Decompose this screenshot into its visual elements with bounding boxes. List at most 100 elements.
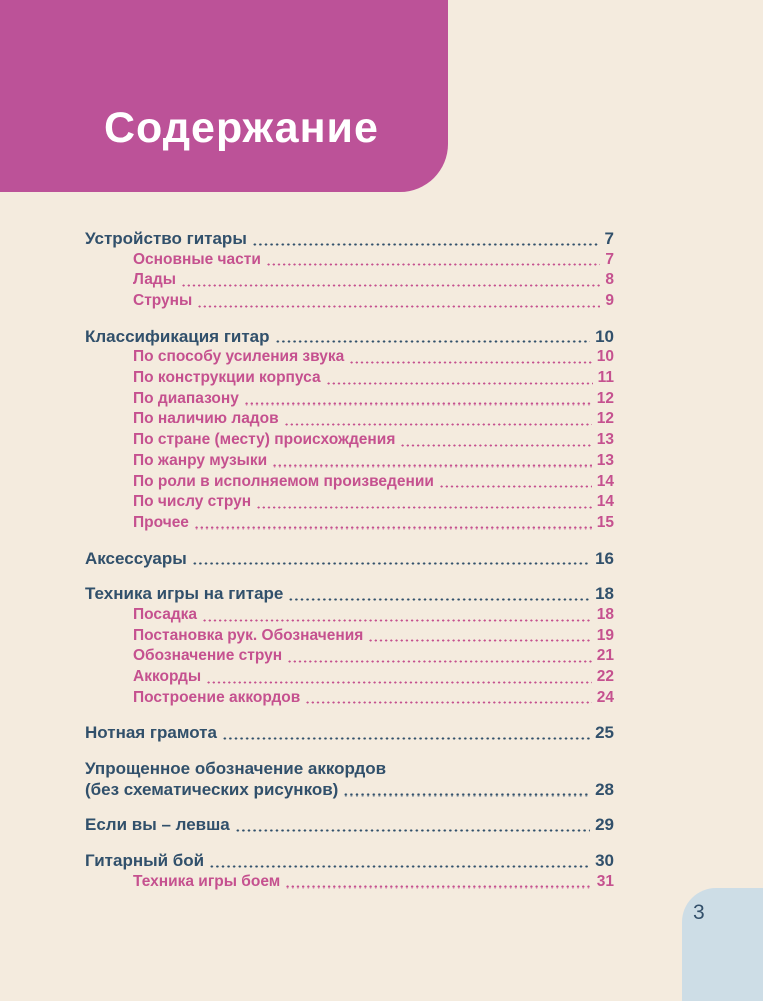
toc-item: По диапазону 12: [85, 389, 614, 410]
dot-leader: [325, 381, 593, 385]
toc-item: По конструкции корпуса 11: [85, 368, 614, 389]
toc-item-label: (без схематических рисунков): [85, 779, 339, 799]
dot-leader: [209, 864, 591, 868]
toc-page-number: 29: [595, 815, 614, 835]
toc-page-number: 14: [596, 493, 614, 511]
toc-item: Обозначение струн 21: [85, 646, 614, 667]
toc-item: Струны 9: [85, 291, 614, 312]
toc-item-label: Аксессуары: [85, 548, 187, 568]
toc-item: Нотная грамота 25: [85, 723, 614, 744]
toc-page-number: 16: [595, 548, 614, 568]
toc-item-label: Техника игры боем: [133, 872, 281, 890]
toc-page-number: 13: [596, 431, 614, 449]
toc-page-number: 9: [605, 292, 614, 310]
dot-leader: [234, 829, 591, 833]
toc-item-label: Прочее: [133, 513, 189, 531]
toc-page-number: 7: [605, 250, 614, 268]
dot-leader: [305, 701, 592, 705]
folio-page-number: 3: [693, 901, 705, 924]
toc-item: Устройство гитары 7: [85, 229, 614, 250]
toc-item: Техника игры на гитаре 18: [85, 584, 614, 605]
toc-item: Постановка рук. Обозначения 19: [85, 626, 614, 647]
dot-leader: [272, 464, 592, 468]
toc-item: По числу струн 14: [85, 492, 614, 513]
toc-item-label: Аккорды: [133, 668, 202, 686]
toc-group: Классификация гитар 10 По способу усиления…: [85, 327, 614, 534]
dot-leader: [438, 485, 592, 489]
header-block: Содержание: [0, 0, 448, 192]
toc-page-number: 22: [596, 668, 614, 686]
toc-page-number: 18: [596, 605, 614, 623]
toc-item-label: Техника игры на гитаре: [85, 584, 284, 604]
toc-item: Основные части 7: [85, 250, 614, 271]
toc-page-number: 24: [596, 688, 614, 706]
toc-item-label: По диапазону: [133, 389, 239, 407]
toc-item-label: Гитарный бой: [85, 851, 205, 871]
toc-item: По способу усиления звука 10: [85, 347, 614, 368]
toc-item-label: Классификация гитар: [85, 326, 270, 346]
toc-item-label: Построение аккордов: [133, 688, 301, 706]
dot-leader: [274, 340, 591, 344]
toc-page-number: 25: [595, 723, 614, 743]
toc-item: Классификация гитар 10: [85, 327, 614, 348]
dot-leader: [285, 885, 592, 889]
toc-page-number: 18: [595, 584, 614, 604]
toc-item-label: По способу усиления звука: [133, 348, 345, 366]
toc-page-number: 31: [596, 872, 614, 890]
dot-leader: [251, 242, 600, 246]
toc-item-label: По стране (месту) происхождения: [133, 431, 396, 449]
toc-item: По наличию ладов 12: [85, 410, 614, 431]
dot-leader: [197, 304, 601, 308]
toc-page-number: 10: [596, 348, 614, 366]
toc-item-label: По наличию ладов: [133, 410, 279, 428]
toc-item-label: По жанру музыки: [133, 451, 268, 469]
toc-group: Упрощенное обозначение аккордов (без схем…: [85, 759, 614, 800]
toc-page-number: 12: [596, 410, 614, 428]
toc-item-label: По роли в исполняемом произведении: [133, 472, 434, 490]
toc-item: Посадка 18: [85, 605, 614, 626]
toc-item-label: По числу струн: [133, 493, 252, 511]
toc-item: Техника игры боем 31: [85, 872, 614, 893]
toc-item: Построение аккордов 24: [85, 688, 614, 709]
toc-item: По жанру музыки 13: [85, 451, 614, 472]
toc-item: Гитарный бой 30: [85, 851, 614, 872]
toc-item: По роли в исполняемом произведении 14: [85, 472, 614, 493]
toc-page-number: 10: [595, 326, 614, 346]
toc-group: Устройство гитары 7 Основные части 7 Лады 8 Ст…: [85, 229, 614, 312]
toc-page-number: 12: [596, 389, 614, 407]
toc-item: Аккорды 22: [85, 667, 614, 688]
toc-item-label: Обозначение струн: [133, 647, 283, 665]
dot-leader: [243, 402, 592, 406]
toc-group: Нотная грамота 25: [85, 723, 614, 744]
dot-leader: [400, 443, 592, 447]
dot-leader: [221, 736, 591, 741]
toc-group: Аксессуары 16: [85, 549, 614, 570]
page-number-badge: 3: [682, 888, 763, 1001]
toc-item: Прочее 15: [85, 513, 614, 534]
toc-page-number: 13: [596, 451, 614, 469]
toc-item-label: Нотная грамота: [85, 723, 217, 743]
dot-leader: [206, 680, 592, 684]
dot-leader: [349, 360, 592, 365]
dot-leader: [256, 505, 592, 509]
dot-leader: [265, 263, 601, 267]
toc-item-label: Если вы – левша: [85, 815, 230, 835]
toc-item: Лады 8: [85, 270, 614, 291]
toc-item-label: Струны: [133, 292, 193, 310]
toc-item-label: Постановка рук. Обозначения: [133, 626, 364, 644]
table-of-contents: Устройство гитары 7 Основные части 7 Лады 8 Ст…: [85, 229, 614, 908]
dot-leader: [343, 793, 591, 797]
dot-leader: [193, 526, 592, 530]
toc-item: Если вы – левша 29: [85, 815, 614, 837]
dot-leader: [287, 659, 592, 664]
dot-leader: [283, 423, 592, 427]
toc-item-label: Устройство гитары: [85, 228, 247, 248]
dot-leader: [368, 639, 592, 643]
toc-item-label: Лады: [133, 271, 176, 289]
toc-item-label: Посадка: [133, 605, 198, 623]
toc-page-number: 28: [595, 779, 614, 799]
toc-page-number: 21: [596, 647, 614, 665]
dot-leader: [202, 618, 592, 622]
dot-leader: [288, 597, 591, 601]
toc-group: Техника игры на гитаре 18 Посадка 18 Постано…: [85, 584, 614, 708]
